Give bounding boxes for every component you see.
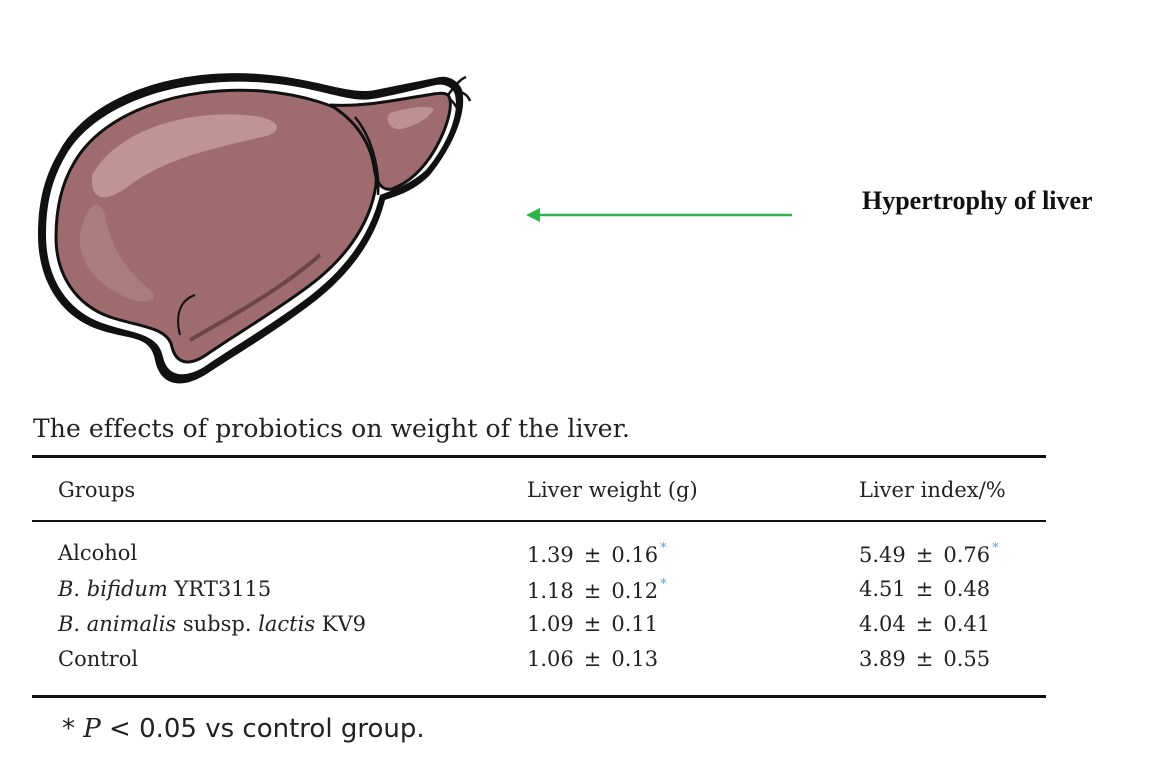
header-liver-index: Liver index/% <box>859 478 1006 502</box>
table-cell-group: Alcohol <box>58 541 137 565</box>
plus-minus-symbol: ± <box>915 647 934 671</box>
lobe-highlight <box>387 106 434 130</box>
table-cell-group: B. bifidum YRT3115 <box>58 577 271 601</box>
footnote-text: < 0.05 vs control group. <box>100 714 425 744</box>
group-name-part: Alcohol <box>58 541 138 565</box>
liver-tip <box>447 75 472 118</box>
table-cell-liver-index: 4.51 ±0.48 <box>859 577 990 601</box>
significance-marker: * <box>992 541 999 556</box>
plus-minus-symbol: ± <box>583 579 602 603</box>
value-mean: 4.51 <box>859 577 906 601</box>
table-cell-liver-weight: 1.06 ±0.13 <box>527 647 658 671</box>
plus-minus-symbol: ± <box>583 647 602 671</box>
footnote-star: * <box>62 714 75 744</box>
liver-highlight <box>91 114 277 198</box>
liver-crease-2 <box>177 294 196 336</box>
header-liver-weight: Liver weight (g) <box>527 478 698 502</box>
plus-minus-symbol: ± <box>583 543 602 567</box>
liver-figure: Hypertrophy of liver <box>38 73 1093 384</box>
value-sd: 0.11 <box>611 612 659 636</box>
table-cell-group: B. animalis subsp. lactis KV9 <box>58 612 366 636</box>
plus-minus-symbol: ± <box>915 543 934 567</box>
table-footnote: * P < 0.05 vs control group. <box>62 714 425 744</box>
value-sd: 0.12 <box>611 579 659 603</box>
value-mean: 3.89 <box>859 647 906 671</box>
group-name-part: B. animalis <box>58 612 177 636</box>
group-name-part: B. bifidum <box>58 577 168 601</box>
value-sd: 0.76 <box>943 543 991 567</box>
table-caption: The effects of probiotics on weight of t… <box>33 414 631 443</box>
liver-illustration <box>38 73 472 384</box>
plus-minus-symbol: ± <box>915 612 934 636</box>
table-cell-liver-index: 3.89 ±0.55 <box>859 647 990 671</box>
value-sd: 0.41 <box>943 612 991 636</box>
table-header-rule <box>32 520 1046 522</box>
value-mean: 1.09 <box>527 612 574 636</box>
table-cell-liver-index: 4.04 ±0.41 <box>859 612 990 636</box>
value-sd: 0.55 <box>943 647 991 671</box>
group-name-part: subsp. <box>176 612 259 636</box>
liver-crease <box>354 116 380 196</box>
group-name-part: lactis <box>258 612 316 636</box>
table-top-rule <box>32 455 1046 458</box>
table-cell-liver-weight: 1.39 ±0.16 * <box>527 541 667 567</box>
liver-highlight-lower <box>79 204 154 302</box>
arrow-head <box>526 208 540 222</box>
table-cell-liver-weight: 1.18 ±0.12 * <box>527 577 667 603</box>
table-cell-liver-index: 5.49 ±0.76 * <box>859 541 999 567</box>
group-name-part: KV9 <box>315 612 367 636</box>
plus-minus-symbol: ± <box>915 577 934 601</box>
pointer-arrow <box>526 208 792 222</box>
group-name-part: YRT3115 <box>167 577 272 601</box>
value-sd: 0.16 <box>611 543 659 567</box>
value-mean: 4.04 <box>859 612 906 636</box>
footnote-p: P <box>83 714 101 744</box>
value-sd: 0.13 <box>611 647 659 671</box>
header-groups: Groups <box>58 478 136 502</box>
table-bottom-rule <box>32 695 1046 698</box>
significance-marker: * <box>660 541 667 556</box>
table-cell-liver-weight: 1.09 ±0.11 <box>527 612 658 636</box>
plus-minus-symbol: ± <box>583 612 602 636</box>
group-name-part: Control <box>58 647 139 671</box>
hypertrophy-label: Hypertrophy of liver <box>862 186 1093 215</box>
liver-shadow <box>189 253 322 342</box>
value-mean: 1.39 <box>527 543 574 567</box>
table-cell-group: Control <box>58 647 138 671</box>
significance-marker: * <box>660 577 667 592</box>
value-mean: 5.49 <box>859 543 906 567</box>
value-mean: 1.18 <box>527 579 574 603</box>
value-mean: 1.06 <box>527 647 574 671</box>
value-sd: 0.48 <box>943 577 991 601</box>
